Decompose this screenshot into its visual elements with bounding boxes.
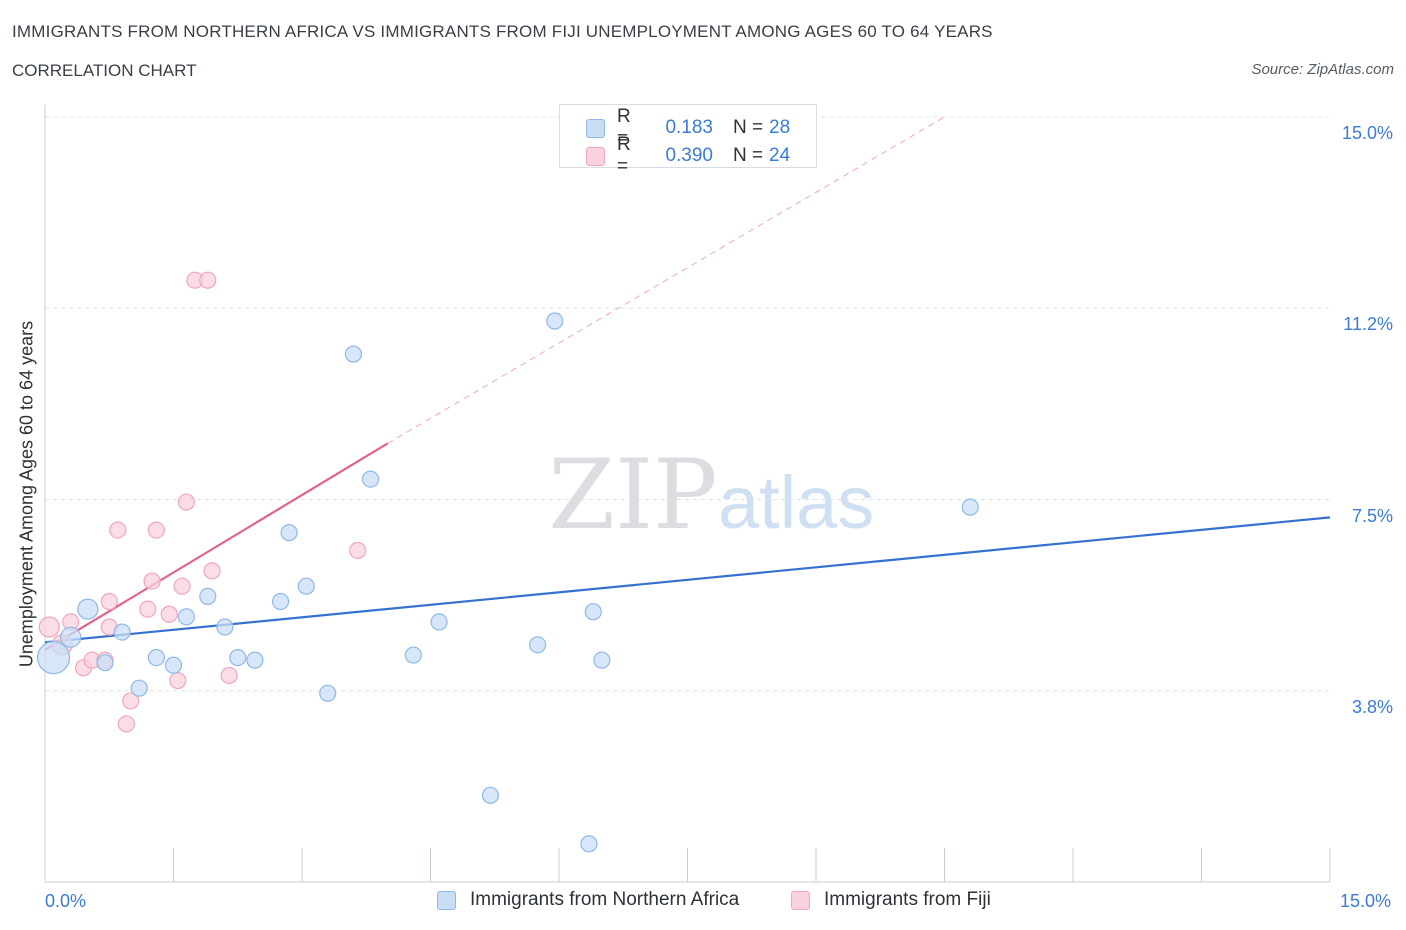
point-northern-africa xyxy=(297,577,315,595)
point-northern-africa xyxy=(216,618,234,636)
point-northern-africa xyxy=(584,603,602,621)
legend-item-fiji[interactable]: Immigrants from Fiji xyxy=(791,889,991,911)
trend-lines xyxy=(44,116,1331,651)
point-northern-africa xyxy=(280,524,298,542)
watermark-zip: ZIP xyxy=(548,439,717,551)
x-tick-label-max: 15.0% xyxy=(1340,891,1392,911)
point-northern-africa xyxy=(430,613,448,631)
data-points xyxy=(36,271,979,853)
legend-swatch-northern-africa xyxy=(437,890,456,910)
legend-label-northern-africa: Immigrants from Northern Africa xyxy=(470,889,740,910)
point-northern-africa xyxy=(344,345,362,363)
y-tick-label: 3.8% xyxy=(1351,696,1393,717)
point-northern-africa xyxy=(580,835,598,853)
trend-line-1 xyxy=(44,442,389,651)
point-northern-africa xyxy=(361,470,380,488)
gridlines xyxy=(45,116,1330,692)
point-fiji xyxy=(349,541,367,560)
stats-row-fiji: R = 0.390 N = 24 xyxy=(586,134,791,177)
point-northern-africa xyxy=(199,587,217,606)
point-fiji xyxy=(169,671,187,690)
point-northern-africa xyxy=(164,656,183,674)
point-northern-africa xyxy=(147,648,165,667)
r-label: R = xyxy=(617,134,631,177)
point-northern-africa xyxy=(404,646,422,664)
y-axis-label: Unemployment Among Ages 60 to 64 years xyxy=(16,320,37,668)
point-northern-africa xyxy=(246,651,264,669)
stats-row-northern-africa: R = 0.183 N = 28 xyxy=(586,106,791,149)
point-northern-africa xyxy=(177,608,195,626)
trend-extension-1 xyxy=(387,116,945,444)
point-northern-africa xyxy=(319,684,337,702)
x-tick-label-min: 0.0% xyxy=(45,891,87,911)
point-fiji xyxy=(100,592,118,611)
point-northern-africa xyxy=(546,312,564,330)
point-fiji xyxy=(177,493,195,511)
swatch-northern-africa xyxy=(586,118,605,138)
point-northern-africa xyxy=(593,651,611,669)
chart-title: IMMIGRANTS FROM NORTHERN AFRICA VS IMMIG… xyxy=(12,22,993,41)
point-northern-africa xyxy=(271,592,290,611)
legend-label-fiji: Immigrants from Fiji xyxy=(824,889,991,910)
point-fiji xyxy=(203,562,221,580)
source-label: Source: ZipAtlas.com xyxy=(1251,61,1394,78)
point-fiji xyxy=(139,600,157,618)
point-fiji xyxy=(122,692,140,710)
chart-subtitle: CORRELATION CHART xyxy=(12,61,197,80)
y-tick-label: 7.5% xyxy=(1351,505,1393,526)
n-value: 28 xyxy=(769,117,791,138)
point-fiji xyxy=(220,666,238,685)
point-northern-africa xyxy=(96,654,114,672)
n-value: 24 xyxy=(769,145,791,166)
swatch-fiji xyxy=(586,146,605,166)
point-northern-africa xyxy=(60,626,82,648)
r-label: R = xyxy=(617,106,631,149)
series-legend: Immigrants from Northern Africa Immigran… xyxy=(0,889,1406,915)
point-fiji xyxy=(199,271,217,289)
point-northern-africa xyxy=(77,598,99,620)
legend-swatch-fiji xyxy=(791,890,810,910)
axes xyxy=(44,105,1331,883)
n-label: N = xyxy=(733,145,764,166)
trend-line-0 xyxy=(44,516,1331,644)
r-value: 0.390 xyxy=(665,145,713,166)
point-fiji xyxy=(160,605,178,623)
n-label: N = xyxy=(733,117,764,138)
r-value: 0.183 xyxy=(665,117,713,138)
point-northern-africa xyxy=(130,679,148,697)
point-northern-africa xyxy=(229,648,247,667)
point-fiji xyxy=(143,572,161,590)
stats-legend: R = 0.183 N = 28 R = 0.390 N = 24 xyxy=(559,104,817,177)
point-northern-africa xyxy=(481,786,500,804)
point-fiji xyxy=(117,715,135,733)
watermark: ZIP atlas xyxy=(548,439,874,551)
point-fiji xyxy=(109,521,127,539)
y-tick-label: 15.0% xyxy=(1341,123,1393,143)
point-fiji xyxy=(147,521,165,539)
watermark-atlas: atlas xyxy=(718,461,874,544)
point-fiji xyxy=(173,577,191,595)
point-northern-africa xyxy=(961,498,979,516)
point-northern-africa xyxy=(528,636,547,654)
y-tick-label: 11.2% xyxy=(1343,314,1393,335)
point-northern-africa xyxy=(36,640,71,675)
point-fiji xyxy=(38,616,60,638)
legend-item-northern-africa[interactable]: Immigrants from Northern Africa xyxy=(437,889,739,911)
point-northern-africa xyxy=(113,623,131,641)
